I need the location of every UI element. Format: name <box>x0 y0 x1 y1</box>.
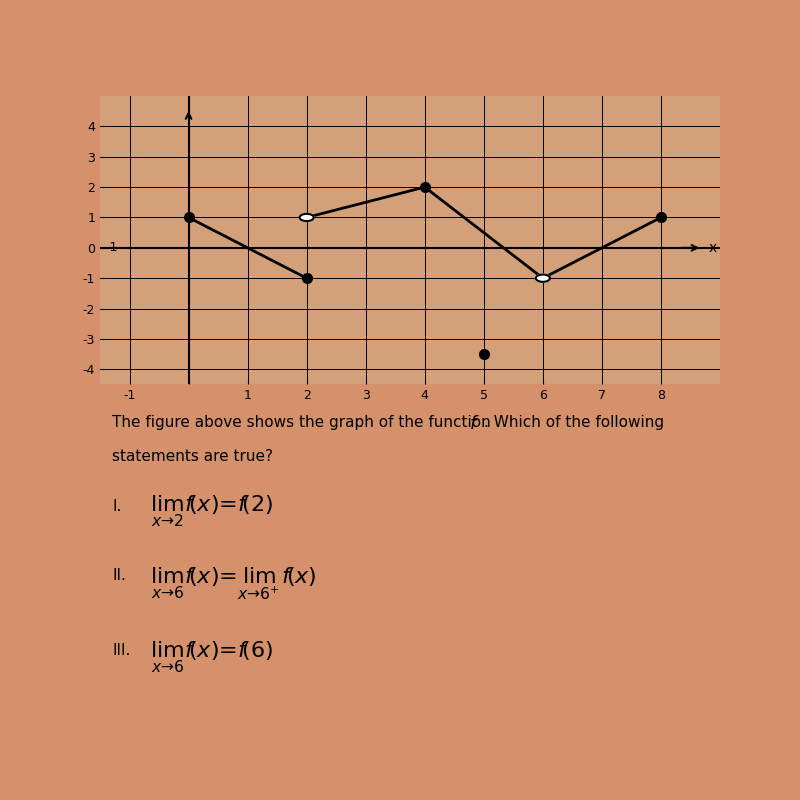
Text: $f$: $f$ <box>469 415 479 433</box>
Circle shape <box>299 214 314 221</box>
Text: II.: II. <box>112 568 126 583</box>
Text: x: x <box>708 241 717 255</box>
Text: $\lim_{x \to 2} f\!\left(x\right) = f\!\left(2\right)$: $\lim_{x \to 2} f\!\left(x\right) = f\!\… <box>150 494 273 529</box>
Text: . Which of the following: . Which of the following <box>485 415 665 430</box>
Circle shape <box>536 274 550 282</box>
Text: -1: -1 <box>106 242 118 254</box>
Text: The figure above shows the graph of the function: The figure above shows the graph of the … <box>112 415 496 430</box>
Text: statements are true?: statements are true? <box>112 450 274 465</box>
Text: $\lim_{x \to 6} f\!\left(x\right) = \lim_{x \to 6^+} f\!\left(x\right)$: $\lim_{x \to 6} f\!\left(x\right) = \lim… <box>150 565 316 602</box>
Text: $\lim_{x \to 6} f\!\left(x\right) = f\!\left(6\right)$: $\lim_{x \to 6} f\!\left(x\right) = f\!\… <box>150 640 273 675</box>
Text: I.: I. <box>112 499 122 514</box>
Text: III.: III. <box>112 643 130 658</box>
